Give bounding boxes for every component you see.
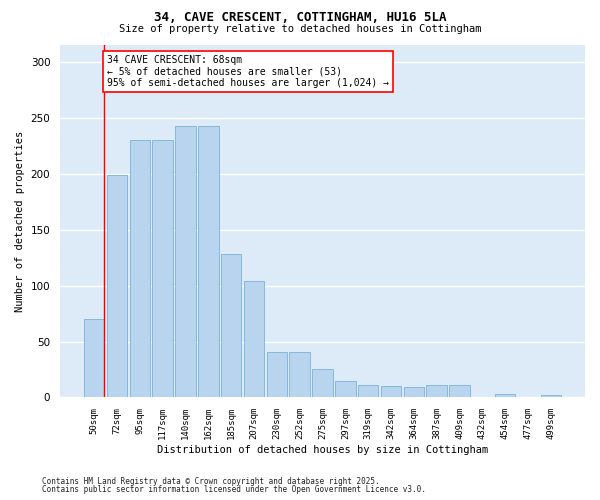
Bar: [495, 394, 515, 398]
Bar: [221, 254, 241, 398]
Bar: [312, 370, 333, 398]
Bar: [130, 140, 150, 398]
Bar: [381, 386, 401, 398]
Text: Size of property relative to detached houses in Cottingham: Size of property relative to detached ho…: [119, 24, 481, 34]
X-axis label: Distribution of detached houses by size in Cottingham: Distribution of detached houses by size …: [157, 445, 488, 455]
Bar: [266, 352, 287, 398]
Bar: [84, 319, 104, 398]
Bar: [175, 126, 196, 398]
Bar: [404, 388, 424, 398]
Text: 34, CAVE CRESCENT, COTTINGHAM, HU16 5LA: 34, CAVE CRESCENT, COTTINGHAM, HU16 5LA: [154, 11, 446, 24]
Text: Contains public sector information licensed under the Open Government Licence v3: Contains public sector information licen…: [42, 484, 426, 494]
Bar: [152, 140, 173, 398]
Bar: [358, 385, 379, 398]
Text: Contains HM Land Registry data © Crown copyright and database right 2025.: Contains HM Land Registry data © Crown c…: [42, 477, 380, 486]
Bar: [449, 385, 470, 398]
Bar: [289, 352, 310, 398]
Bar: [244, 281, 264, 398]
Y-axis label: Number of detached properties: Number of detached properties: [15, 130, 25, 312]
Bar: [107, 175, 127, 398]
Bar: [335, 380, 356, 398]
Bar: [198, 126, 218, 398]
Bar: [427, 385, 447, 398]
Bar: [541, 395, 561, 398]
Text: 34 CAVE CRESCENT: 68sqm
← 5% of detached houses are smaller (53)
95% of semi-det: 34 CAVE CRESCENT: 68sqm ← 5% of detached…: [107, 55, 389, 88]
